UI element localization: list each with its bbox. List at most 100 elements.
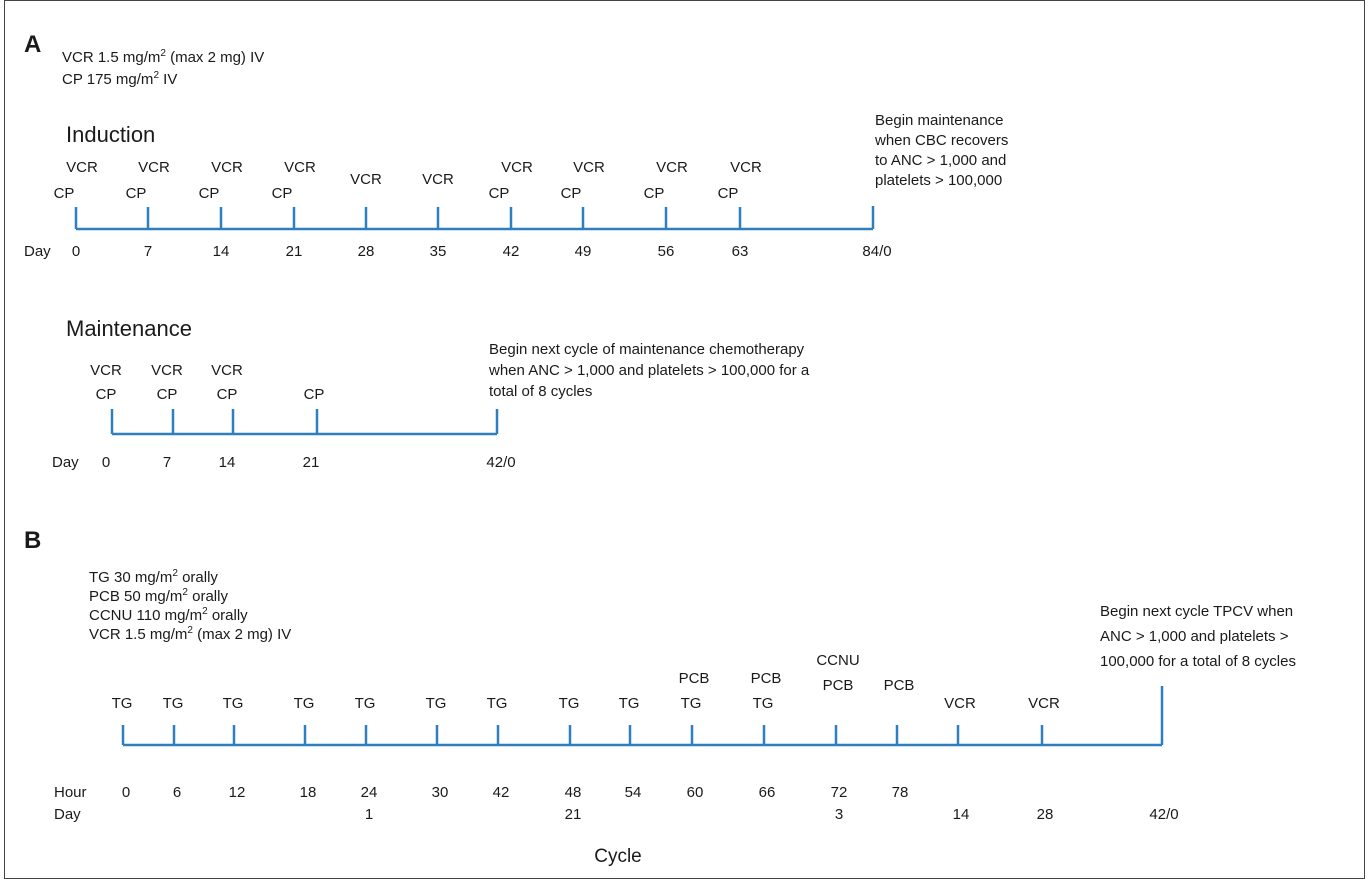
panel-b-letter: B [24, 527, 41, 554]
dose-line: VCR 1.5 mg/m2 (max 2 mg) IV [89, 625, 291, 643]
dose-exponent: 2 [153, 70, 159, 81]
tpcv-hour-tick: 24 [361, 784, 378, 801]
induction-timeline: 0 VCR CP 7 VCR CP 14 VCR CP 21 VCR CP 28 VCR 35 VCR 42 VC… [54, 159, 892, 260]
maintenance-day-tick: 14 [219, 454, 236, 471]
drug-label: TG [294, 695, 315, 712]
figure-frame [4, 0, 1365, 879]
tpcv-note: Begin next cycle TPCV when ANC > 1,000 an… [1100, 603, 1296, 670]
drug-label: TG [681, 695, 702, 712]
induction-title: Induction [66, 122, 155, 147]
dose-exponent: 2 [172, 568, 178, 579]
drug-label: CP [644, 185, 665, 202]
dose-text: orally [178, 569, 219, 586]
tpcv-hour-tick: 42 [493, 784, 510, 801]
dose-line: VCR 1.5 mg/m2 (max 2 mg) IV [62, 48, 264, 66]
drug-label: TG [753, 695, 774, 712]
note-line: ANC > 1,000 and platelets > [1100, 628, 1289, 645]
tpcv-hour-tick: 54 [625, 784, 642, 801]
induction-day-tick: 84/0 [862, 243, 891, 260]
dose-exponent: 2 [182, 587, 188, 598]
dose-text: VCR 1.5 mg/m [62, 49, 160, 66]
tpcv-day-label: Day [54, 806, 81, 823]
dose-text: orally [188, 588, 229, 605]
drug-label: CP [489, 185, 510, 202]
note-line: to ANC > 1,000 and [875, 152, 1006, 169]
drug-label: CP [561, 185, 582, 202]
dose-text: PCB 50 mg/m [89, 588, 182, 605]
tpcv-day-tick: 1 [365, 806, 373, 823]
drug-label: PCB [823, 677, 854, 694]
note-line: Begin next cycle TPCV when [1100, 603, 1293, 620]
tpcv-hour-tick: 30 [432, 784, 449, 801]
drug-label: VCR [151, 362, 183, 379]
note-line: Begin next cycle of maintenance chemothe… [489, 341, 805, 358]
note-line: 100,000 for a total of 8 cycles [1100, 653, 1296, 670]
induction-day-tick: 28 [358, 243, 375, 260]
drug-label: VCR [422, 171, 454, 188]
induction-day-tick: 35 [430, 243, 447, 260]
drug-label: CP [272, 185, 293, 202]
dose-text: (max 2 mg) IV [193, 626, 291, 643]
tpcv-hour-tick: 78 [892, 784, 909, 801]
tpcv-day-tick: 28 [1037, 806, 1054, 823]
tpcv-day-tick: 3 [835, 806, 843, 823]
dose-text: TG 30 mg/m [89, 569, 172, 586]
dose-text: CCNU 110 mg/m [89, 607, 202, 624]
note-line: platelets > 100,000 [875, 172, 1002, 189]
drug-label: TG [163, 695, 184, 712]
drug-label: TG [112, 695, 133, 712]
tpcv-timeline: 0 TG 6 TG 12 TG 18 TG 24 1 TG 30 TG 42 TG 48 21 TG 54 TG 60 T… [112, 652, 1179, 823]
induction-day-tick: 14 [213, 243, 230, 260]
induction-day-tick: 49 [575, 243, 592, 260]
tpcv-hour-tick: 72 [831, 784, 848, 801]
maintenance-day-label: Day [52, 454, 79, 471]
dose-text: VCR 1.5 mg/m [89, 626, 187, 643]
maintenance-day-tick: 42/0 [486, 454, 515, 471]
drug-label: VCR [656, 159, 688, 176]
induction-day-tick: 42 [503, 243, 520, 260]
drug-label: CP [54, 185, 75, 202]
dose-text: CP 175 mg/m [62, 71, 153, 88]
dose-text: IV [159, 71, 177, 88]
tpcv-hour-label: Hour [54, 784, 87, 801]
drug-label: VCR [501, 159, 533, 176]
drug-label: TG [426, 695, 447, 712]
tpcv-hour-tick: 6 [173, 784, 181, 801]
drug-label: VCR [90, 362, 122, 379]
induction-note: Begin maintenance when CBC recovers to ANC… [874, 112, 1008, 189]
dose-exponent: 2 [160, 48, 166, 59]
maintenance-timeline: 0 VCR CP 7 VCR CP 14 VCR CP 21 CP 42/0 [90, 362, 515, 471]
drug-label: VCR [211, 159, 243, 176]
drug-label: VCR [284, 159, 316, 176]
drug-label: VCR [211, 362, 243, 379]
drug-label: TG [619, 695, 640, 712]
drug-label: VCR [944, 695, 976, 712]
drug-label: CP [96, 386, 117, 403]
tpcv-hour-tick: 60 [687, 784, 704, 801]
drug-label: VCR [730, 159, 762, 176]
induction-day-tick: 63 [732, 243, 749, 260]
cycle-label: Cycle [594, 846, 642, 867]
dose-line: TG 30 mg/m2 orally [89, 568, 218, 586]
induction-day-label: Day [24, 243, 51, 260]
drug-label: VCR [573, 159, 605, 176]
tpcv-hour-tick: 18 [300, 784, 317, 801]
drug-label: PCB [679, 670, 710, 687]
note-line: when ANC > 1,000 and platelets > 100,000… [488, 362, 810, 379]
drug-label: CCNU [816, 652, 859, 669]
drug-label: TG [355, 695, 376, 712]
maintenance-day-tick: 21 [303, 454, 320, 471]
dose-line: CP 175 mg/m2 IV [62, 70, 177, 88]
dose-text: (max 2 mg) IV [166, 49, 264, 66]
drug-label: PCB [884, 677, 915, 694]
drug-label: TG [487, 695, 508, 712]
drug-label: CP [126, 185, 147, 202]
dose-line: CCNU 110 mg/m2 orally [89, 606, 248, 624]
induction-day-tick: 0 [72, 243, 80, 260]
drug-label: VCR [1028, 695, 1060, 712]
tpcv-day-tick: 42/0 [1149, 806, 1178, 823]
maintenance-note: Begin next cycle of maintenance chemothe… [488, 341, 810, 400]
tpcv-hour-tick: 48 [565, 784, 582, 801]
